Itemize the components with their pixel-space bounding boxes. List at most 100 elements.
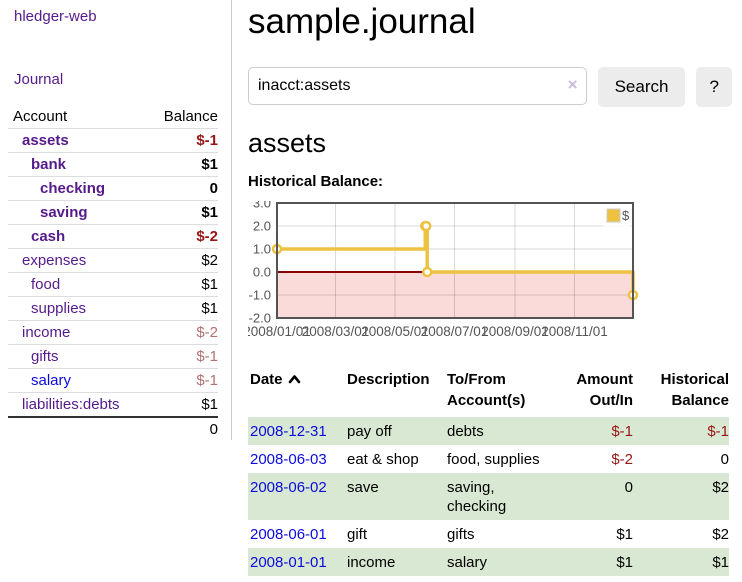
sidebar-item-journal[interactable]: Journal <box>14 71 64 88</box>
accounts-header-balance: Balance <box>149 105 218 129</box>
sidebar-account-bank[interactable]: bank <box>31 156 67 173</box>
app-brand-link[interactable]: hledger-web <box>14 8 97 25</box>
sidebar-account-row: checking 0 <box>8 176 218 201</box>
sidebar-account-row: expenses $2 <box>8 248 218 273</box>
sidebar-account-expenses[interactable]: expenses <box>22 252 87 269</box>
register-amount-cell: 0 <box>624 479 633 496</box>
search-field-wrap: × <box>248 67 587 105</box>
data-point-marker <box>421 266 433 278</box>
register-date-cell: 2008-06-01 <box>248 520 345 548</box>
register-accounts-cell: salary <box>447 554 488 571</box>
register-accounts-cell: debts <box>447 423 484 440</box>
sidebar-account-food[interactable]: food <box>31 276 61 293</box>
historical-balance-chart: $3.0 2.0 1.0 0.0 -1.0 -2.02008/01/012008/03/0… <box>243 196 639 339</box>
main-content: sample.journal × Search ? assets Histori… <box>243 0 732 576</box>
register-description-cell: gift <box>347 526 368 543</box>
account-balance: $1 <box>149 392 218 418</box>
account-balance: 0 <box>149 176 218 201</box>
account-cell: food <box>8 272 150 297</box>
search-input[interactable] <box>248 67 587 105</box>
plot-border <box>276 202 634 319</box>
register-amount-cell: $1 <box>616 526 633 543</box>
chart-legend: $ <box>603 207 631 227</box>
account-balance: $1 <box>149 296 218 321</box>
account-cell: bank <box>8 152 150 177</box>
account-heading: assets <box>248 128 327 158</box>
sidebar-account-row: assets $-1 <box>8 128 218 153</box>
transaction-date-link[interactable]: 2008-01-01 <box>250 554 327 571</box>
register-header-date[interactable]: Date <box>248 367 345 417</box>
sidebar-account-assets[interactable]: assets <box>22 132 69 149</box>
account-cell: liabilities:debts <box>8 392 150 418</box>
chart-heading: Historical Balance: <box>248 173 384 190</box>
sidebar-account-row: cash $-2 <box>8 224 218 249</box>
sidebar-account-supplies[interactable]: supplies <box>31 300 87 317</box>
y-axis-tick-label: 0.0 <box>253 265 271 280</box>
accounts-total-spacer <box>8 416 150 441</box>
sidebar-account-gifts[interactable]: gifts <box>31 348 59 365</box>
register-header-accounts: To/From Account(s) <box>447 371 526 409</box>
register-date-cell: 2008-06-02 <box>248 473 345 520</box>
y-axis-tick-label: -1.0 <box>249 288 271 303</box>
sidebar-account-row: salary $-1 <box>8 368 218 393</box>
register-description-cell: eat & shop <box>347 451 419 468</box>
register-header-description: Description <box>347 371 430 388</box>
register-amount-cell: $-1 <box>611 423 633 440</box>
register-amount-cell: $-2 <box>611 451 633 468</box>
transaction-date-link[interactable]: 2008-06-03 <box>250 451 327 468</box>
register-amount-cell: $1 <box>616 554 633 571</box>
sidebar-account-salary[interactable]: salary <box>31 372 72 389</box>
sidebar-account-row: saving $1 <box>8 200 218 225</box>
sidebar-account-income[interactable]: income <box>22 324 71 341</box>
register-date-cell: 2008-12-31 <box>248 417 345 445</box>
accounts-balance-table: Account Balance assets $-1 bank $1 checking 0… <box>8 105 218 441</box>
register-description-cell: income <box>347 554 396 571</box>
account-balance: $1 <box>149 272 218 297</box>
account-cell: assets <box>8 128 150 153</box>
legend-color-swatch <box>606 208 621 223</box>
clear-search-icon[interactable]: × <box>567 75 578 94</box>
sidebar-account-checking[interactable]: checking <box>40 180 106 197</box>
transaction-date-link[interactable]: 2008-12-31 <box>250 423 327 440</box>
sidebar-account-row: supplies $1 <box>8 296 218 321</box>
register-description-cell: pay off <box>347 423 392 440</box>
transaction-date-link[interactable]: 2008-06-01 <box>250 526 327 543</box>
sidebar-account-liabilities-debts[interactable]: liabilities:debts <box>22 396 120 413</box>
search-button[interactable]: Search <box>597 67 686 107</box>
account-balance: $-2 <box>149 224 218 249</box>
sidebar-account-row: gifts $-1 <box>8 344 218 369</box>
register-balance-cell: $-1 <box>707 423 729 440</box>
page-title: sample.journal <box>248 2 476 41</box>
sidebar-account-row: income $-2 <box>8 320 218 345</box>
account-balance: $1 <box>149 152 218 177</box>
register-balance-cell: $1 <box>712 554 729 571</box>
account-balance: $-1 <box>149 368 218 393</box>
chart-container: $3.0 2.0 1.0 0.0 -1.0 -2.0 2008/01/01 2008/03/0… <box>243 196 732 348</box>
sidebar-account-row: bank $1 <box>8 152 218 177</box>
legend-label: $ <box>622 208 630 223</box>
accounts-header-account: Account <box>8 105 150 129</box>
x-axis-tick-label: 2008/01/01 <box>248 324 311 339</box>
register-description-cell: save <box>347 479 379 496</box>
register-balance-cell: $2 <box>712 479 729 496</box>
transaction-date-link[interactable]: 2008-06-02 <box>250 479 327 496</box>
y-axis-tick-label: 2.0 <box>253 219 271 234</box>
register-row: 2008-06-03 eat & shop food, supplies $-2 0 <box>248 445 729 473</box>
x-axis-tick-label: 2008/11/01 <box>541 324 608 339</box>
register-accounts-cell: saving, checking <box>447 479 507 515</box>
y-axis-tick-label: 1.0 <box>253 242 271 257</box>
register-header-row: Date Description To/From Account(s) Amou… <box>248 367 729 417</box>
register-row: 2008-06-01 gift gifts $1 $2 <box>248 520 729 548</box>
register-row: 2008-06-02 save saving, checking 0 $2 <box>248 473 729 520</box>
sidebar-account-saving[interactable]: saving <box>40 204 88 221</box>
register-table: Date Description To/From Account(s) Amou… <box>248 367 729 576</box>
help-button[interactable]: ? <box>696 67 732 107</box>
register-date-cell: 2008-01-01 <box>248 548 345 576</box>
sidebar-account-row: food $1 <box>8 272 218 297</box>
register-date-cell: 2008-06-03 <box>248 445 345 473</box>
account-balance: $-1 <box>149 344 218 369</box>
account-cell: supplies <box>8 296 150 321</box>
account-balance: $-2 <box>149 320 218 345</box>
x-axis-tick-label: 2008/03/01 <box>302 324 370 339</box>
sidebar-account-cash[interactable]: cash <box>31 228 66 245</box>
